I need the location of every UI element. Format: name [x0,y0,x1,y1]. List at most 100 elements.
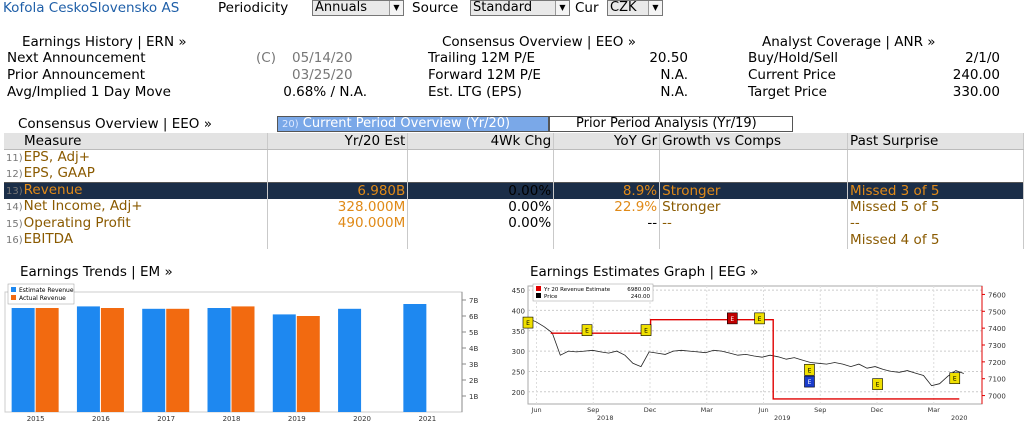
table-header: Measure Yr/20 Est 4Wk Chg YoY Gr Growth … [4,133,1024,150]
legend-box [7,283,75,305]
x-tick-label: 2021 [418,415,436,422]
legend-swatch [11,295,16,300]
table-row[interactable]: 15)Operating Profit 490.000M 0.00% -- --… [4,215,1024,232]
source-label: Source [412,0,459,16]
x-tick-label: 2017 [157,415,175,422]
earnings-history-link[interactable]: Earnings History | ERN » [22,34,187,50]
bar-estimate-revenue [272,314,296,412]
y-tick-label: 2B [469,377,478,385]
buy-hold-sell-label: Buy/Hold/Sell [748,50,839,66]
year-label: 2020 [951,414,968,422]
measure-name: Revenue [23,182,83,198]
marker-label: E [526,320,530,327]
x-tick-label: 2018 [223,415,241,422]
forward-pe-value: N.A. [660,67,688,83]
y-tick-label: 1B [469,393,478,401]
table-row[interactable]: 12)EPS, GAAP [4,166,1024,183]
x-tick-label: Sep [587,406,599,414]
forward-pe-label: Forward 12M P/E [428,67,541,83]
legend-box [532,283,654,302]
estimate-event-marker [640,324,652,336]
comps-value [659,149,849,166]
legend-value: 6980.00 [627,287,650,293]
implied-move-value: 0.68% / N.A. [283,84,367,100]
yoy-value: 22.9% [553,199,661,216]
tab-current-period[interactable]: 20) Current Period Overview (Yr/20) [277,116,549,132]
marker-label: E [758,316,762,323]
earnings-trends-link[interactable]: Earnings Trends | EM » [20,264,173,280]
x-tick-label: 2020 [353,415,371,422]
table-row[interactable]: 14)Net Income, Adj+ 328.000M 0.00% 22.9%… [4,199,1024,216]
earnings-trends-chart: 1B 2B 3B 4B 5B 6B 7B 2015 2016 2017 2018 2019 2020 20… [4,283,478,422]
bar-estimate-revenue [207,308,231,412]
prior-announcement-value: 03/25/20 [292,67,353,83]
chevron-down-icon: ▼ [555,1,569,15]
col-measure: Measure [4,133,269,150]
row-number: 16) [6,235,23,247]
x-tick-label: Jun [530,406,541,414]
bar-actual-revenue [35,308,59,412]
consensus-overview-link[interactable]: Consensus Overview | EEO » [442,34,636,50]
legend-label: Yr 20 Revenue Estimate [543,287,611,293]
x-tick-label: 2015 [27,415,45,422]
estimate-value [267,149,409,166]
row-number: 12) [6,169,23,180]
table-row[interactable]: 16)EBITDA Missed 4 of 5 [4,232,1024,249]
estimate-event-marker [754,312,765,325]
buy-hold-sell-value: 2/1/0 [965,50,1000,66]
x-tick-label: Dec [644,406,657,414]
col-past-surprise: Past Surprise [847,133,1024,150]
periodicity-select[interactable]: Annuals ▼ [312,0,404,16]
marker-label: E [585,328,589,335]
x-tick-label: Sep [814,406,826,414]
estimate-event-marker [804,363,815,376]
yoy-value: 8.9% [553,182,661,199]
estimate-value: 490.000M [267,215,409,232]
estimate-event-marker [522,316,534,329]
legend-label: Price [544,294,558,300]
marker-label: E [808,379,812,386]
earnings-graph-link[interactable]: Earnings Estimates Graph | EEG » [530,264,759,280]
table-row-selected[interactable]: 13)Revenue 6.980B 0.00% 8.9% Stronger Mi… [4,182,1024,199]
bar-estimate-revenue [403,304,427,412]
comps-value: Stronger [659,199,849,216]
chg-value: 0.00% [407,215,555,232]
left-tick-label: 400 [512,307,525,315]
tab-prior-period[interactable]: Prior Period Analysis (Yr/19) [549,116,793,132]
marker-label: E [730,316,734,323]
consensus-table-link[interactable]: Consensus Overview | EEO » [18,116,212,132]
next-announcement-value: 05/14/20 [292,50,353,66]
marker-label: E [644,328,648,335]
currency-select[interactable]: CZK ▼ [607,0,663,16]
row-number: 11) [6,153,23,164]
surprise-value: Missed 5 of 5 [847,199,1024,216]
chg-value [407,166,555,183]
legend-label: Estimate Revenue [19,287,74,294]
table-row[interactable]: 11)EPS, Adj+ [4,149,1024,166]
legend-label: Actual Revenue [19,295,66,302]
analyst-coverage-link[interactable]: Analyst Coverage | ANR » [762,34,936,50]
yoy-value: -- [553,215,661,232]
next-announcement-label: Next Announcement [7,50,146,66]
source-select[interactable]: Standard ▼ [470,0,570,16]
yoy-value [553,149,661,166]
bar-estimate-revenue [76,306,100,412]
right-tick-label: 7200 [988,359,1006,367]
current-price-value: 240.00 [952,67,1000,83]
estimate-value [267,232,409,249]
left-tick-label: 300 [512,348,525,356]
legend-swatch [536,286,541,291]
target-price-label: Target Price [748,84,827,100]
earnings-estimates-chart: 450 400 350 300 250 200 7600 7500 7400 7300 7200 71… [512,283,1006,422]
left-tick-label: 450 [512,287,525,295]
prior-announcement-label: Prior Announcement [7,67,146,83]
marker-label: E [876,382,880,389]
row-number: 13) [6,186,23,197]
right-tick-label: 7400 [988,325,1006,333]
right-tick-label: 7500 [988,308,1006,316]
plot-area [527,285,983,405]
estimate-line [550,319,960,400]
x-tick-label: 2016 [92,415,110,422]
y-tick-label: 5B [469,329,478,337]
chevron-down-icon: ▼ [648,1,662,15]
